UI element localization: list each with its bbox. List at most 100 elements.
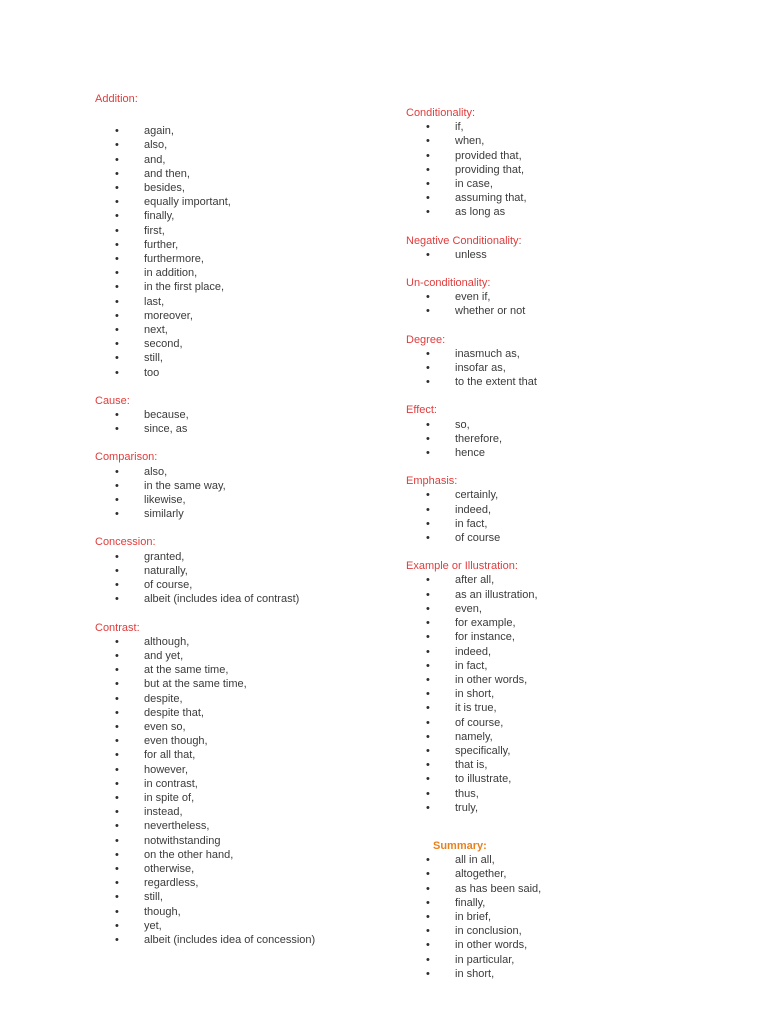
- transition-word-item: again,: [95, 124, 407, 138]
- transition-word-item: and,: [95, 153, 407, 167]
- transition-word-item: however,: [95, 763, 407, 777]
- transition-word-item: even though,: [95, 734, 407, 748]
- transition-word-item: it is true,: [406, 701, 718, 715]
- transition-word-list: unless: [406, 248, 718, 262]
- transition-word-item: regardless,: [95, 876, 407, 890]
- transition-word-item: albeit (includes idea of concession): [95, 933, 407, 947]
- transition-word-item: in addition,: [95, 266, 407, 280]
- transition-word-item: likewise,: [95, 493, 407, 507]
- section-addition: Addition: again,also,and,and then,besides…: [95, 92, 407, 380]
- section-effect: Effect:so,therefore,hence: [406, 403, 718, 460]
- transition-word-item: in conclusion,: [406, 924, 718, 938]
- transition-word-item: when,: [406, 134, 718, 148]
- transition-word-item: since, as: [95, 422, 407, 436]
- transition-word-item: otherwise,: [95, 862, 407, 876]
- left-column: Addition:again,also,and,and then,besides…: [95, 92, 407, 947]
- transition-word-item: on the other hand,: [95, 848, 407, 862]
- transition-word-item: inasmuch as,: [406, 347, 718, 361]
- transition-word-item: providing that,: [406, 163, 718, 177]
- transition-word-item: whether or not: [406, 304, 718, 318]
- transition-word-item: also,: [95, 465, 407, 479]
- transition-word-item: altogether,: [406, 867, 718, 881]
- transition-word-list: certainly,indeed,in fact,of course: [406, 488, 718, 545]
- transition-word-item: to the extent that: [406, 375, 718, 389]
- transition-word-list: after all,as an illustration,even,for ex…: [406, 573, 718, 815]
- transition-word-item: notwithstanding: [95, 834, 407, 848]
- transition-word-item: specifically,: [406, 744, 718, 758]
- transition-word-item: despite,: [95, 692, 407, 706]
- section-heading: Comparison:: [95, 451, 158, 464]
- transition-word-item: indeed,: [406, 503, 718, 517]
- transition-word-item: of course: [406, 531, 718, 545]
- transition-word-list: because,since, as: [95, 408, 407, 437]
- transition-word-item: as has been said,: [406, 882, 718, 896]
- transition-word-item: all in all,: [406, 853, 718, 867]
- transition-word-item: but at the same time,: [95, 677, 407, 691]
- section-heading: Degree:: [406, 333, 446, 346]
- section-cause: Cause:because,since, as: [95, 394, 407, 437]
- transition-word-item: next,: [95, 323, 407, 337]
- section-heading: Example or Illustration:: [406, 560, 518, 573]
- section-un-conditionality: Un-conditionality:even if,whether or not: [406, 276, 718, 319]
- transition-word-item: therefore,: [406, 432, 718, 446]
- transition-word-item: truly,: [406, 801, 718, 815]
- transition-word-item: further,: [95, 238, 407, 252]
- transition-word-item: in other words,: [406, 673, 718, 687]
- transition-word-item: because,: [95, 408, 407, 422]
- transition-word-item: at the same time,: [95, 663, 407, 677]
- transition-word-item: first,: [95, 224, 407, 238]
- transition-word-item: unless: [406, 248, 718, 262]
- section-heading: Contrast:: [95, 621, 140, 634]
- transition-word-item: and then,: [95, 167, 407, 181]
- section-concession: Concession:granted,naturally,of course,a…: [95, 535, 407, 606]
- section-degree: Degree:inasmuch as,insofar as,to the ext…: [406, 333, 718, 390]
- transition-word-item: in short,: [406, 967, 718, 981]
- transition-word-item: certainly,: [406, 488, 718, 502]
- transition-word-item: despite that,: [95, 706, 407, 720]
- section-heading: Cause:: [95, 394, 130, 407]
- transition-word-list: again,also,and,and then,besides,equally …: [95, 124, 407, 380]
- right-column: Conditionality:if,when,provided that,pro…: [406, 106, 718, 981]
- section-heading: Summary:: [433, 839, 487, 852]
- transition-word-item: indeed,: [406, 645, 718, 659]
- transition-word-list: so,therefore,hence: [406, 418, 718, 461]
- transition-word-item: to illustrate,: [406, 772, 718, 786]
- section-heading: Effect:: [406, 404, 437, 417]
- section-heading: Emphasis:: [406, 475, 458, 488]
- section-conditionality: Conditionality:if,when,provided that,pro…: [406, 106, 718, 220]
- transition-word-item: of course,: [406, 716, 718, 730]
- transition-word-item: as long as: [406, 205, 718, 219]
- transition-word-item: if,: [406, 120, 718, 134]
- transition-word-list: also,in the same way,likewise,similarly: [95, 465, 407, 522]
- transition-word-list: inasmuch as,insofar as,to the extent tha…: [406, 347, 718, 390]
- transition-word-item: still,: [95, 890, 407, 904]
- transition-word-item: still,: [95, 351, 407, 365]
- transition-word-item: thus,: [406, 787, 718, 801]
- section-emphasis: Emphasis:certainly,indeed,in fact,of cou…: [406, 474, 718, 545]
- transition-word-item: second,: [95, 337, 407, 351]
- transition-word-item: even so,: [95, 720, 407, 734]
- transition-word-item: in case,: [406, 177, 718, 191]
- transition-word-item: although,: [95, 635, 407, 649]
- section-heading: Un-conditionality:: [406, 277, 491, 290]
- transition-word-item: finally,: [406, 896, 718, 910]
- transition-word-item: in fact,: [406, 659, 718, 673]
- transition-word-item: in fact,: [406, 517, 718, 531]
- transition-word-item: of course,: [95, 578, 407, 592]
- transition-word-item: in particular,: [406, 953, 718, 967]
- transition-word-item: for example,: [406, 616, 718, 630]
- transition-word-item: though,: [95, 905, 407, 919]
- transition-word-item: finally,: [95, 209, 407, 223]
- transition-word-item: even if,: [406, 290, 718, 304]
- transition-word-item: for instance,: [406, 630, 718, 644]
- transition-word-list: although,and yet,at the same time,but at…: [95, 635, 407, 948]
- transition-word-item: for all that,: [95, 748, 407, 762]
- transition-word-item: in other words,: [406, 938, 718, 952]
- transition-word-item: naturally,: [95, 564, 407, 578]
- transition-word-item: also,: [95, 138, 407, 152]
- transition-word-item: hence: [406, 446, 718, 460]
- transition-word-item: yet,: [95, 919, 407, 933]
- transition-word-item: furthermore,: [95, 252, 407, 266]
- section-heading: Negative Conditionality:: [406, 234, 522, 247]
